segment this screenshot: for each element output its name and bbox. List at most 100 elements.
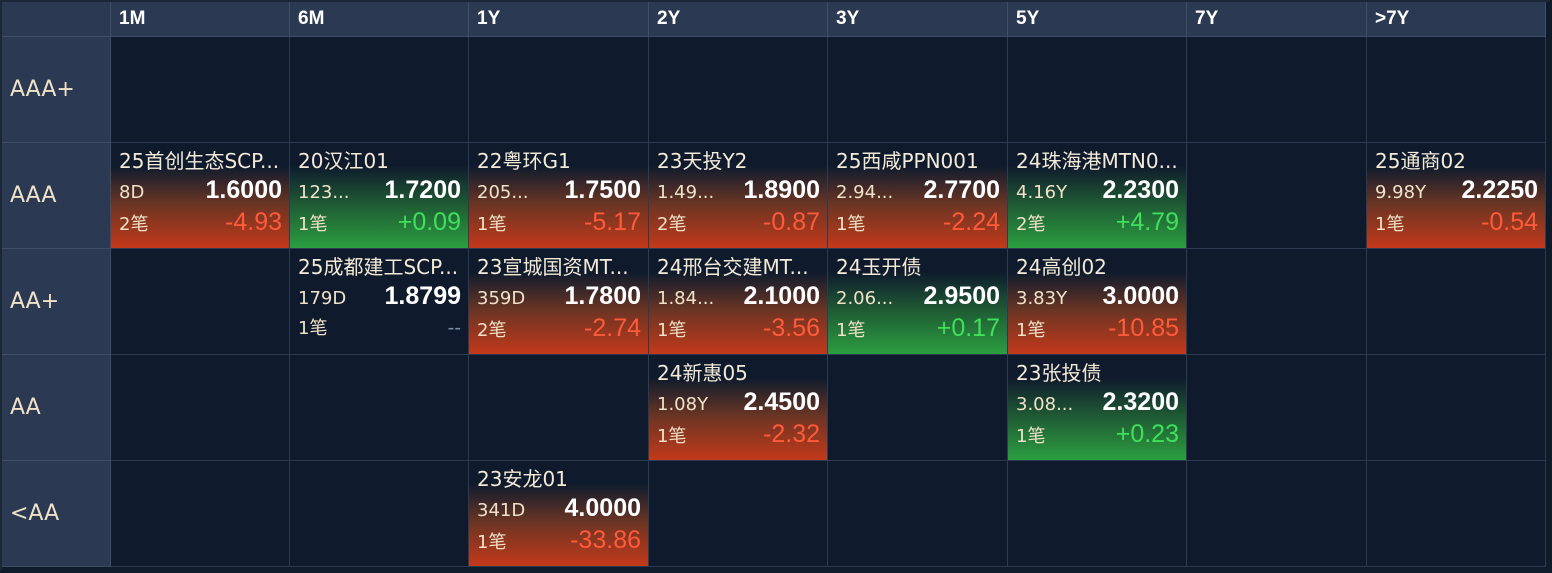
bond-card[interactable]: 24高创02 3.83Y 3.0000 1笔 -10.85 — [1008, 249, 1186, 354]
bond-yield: 2.4500 — [743, 388, 820, 416]
trade-count: 1笔 — [298, 214, 328, 235]
col-header-1m[interactable]: 1M — [111, 2, 290, 37]
empty-cell — [1367, 249, 1546, 355]
yield-change: +4.79 — [1115, 208, 1179, 236]
cell-aaa-2y: 23天投Y2 1.49... 1.8900 2笔 -0.87 — [649, 143, 828, 249]
trade-count: 1笔 — [657, 426, 687, 447]
trade-count: 2笔 — [657, 214, 687, 235]
bond-yield: 1.7200 — [384, 176, 461, 204]
row-header-aaa-plus: AAA+ — [2, 37, 111, 143]
cell-aa-5y: 23张投债 3.08... 2.3200 1笔 +0.23 — [1008, 355, 1187, 461]
bond-card[interactable]: 22粤环G1 205... 1.7500 1笔 -5.17 — [469, 143, 648, 248]
bond-card[interactable]: 24珠海港MTN0... 4.16Y 2.2300 2笔 +4.79 — [1008, 143, 1186, 248]
yield-change: +0.23 — [1115, 420, 1179, 448]
bond-card[interactable]: 25首创生态SCP... 8D 1.6000 2笔 -4.93 — [111, 143, 289, 248]
bond-term: 205... — [477, 182, 529, 203]
bond-yield: 2.2300 — [1102, 176, 1179, 204]
row-header-aa-plus: AA+ — [2, 249, 111, 355]
bond-card[interactable]: 25通商02 9.98Y 2.2250 1笔 -0.54 — [1367, 143, 1545, 248]
bond-card[interactable]: 23宣城国资MT... 359D 1.7800 2笔 -2.74 — [469, 249, 648, 354]
bond-term: 3.08... — [1016, 394, 1074, 415]
bond-yield: 1.6000 — [205, 176, 282, 204]
bond-term: 4.16Y — [1016, 182, 1068, 203]
col-header-3y[interactable]: 3Y — [828, 2, 1008, 37]
empty-cell — [469, 355, 649, 461]
bond-name: 24玉开债 — [836, 255, 922, 279]
trade-count: 1笔 — [1016, 320, 1046, 341]
bond-term: 179D — [298, 288, 347, 309]
bond-term: 123... — [298, 182, 350, 203]
trade-count: 2笔 — [119, 214, 149, 235]
yield-change: -0.54 — [1481, 208, 1538, 236]
bond-term: 3.83Y — [1016, 288, 1068, 309]
bond-name: 24珠海港MTN0... — [1016, 149, 1178, 173]
cell-aaa-1y: 22粤环G1 205... 1.7500 1笔 -5.17 — [469, 143, 649, 249]
bond-name: 23安龙01 — [477, 467, 568, 491]
bond-term: 1.49... — [657, 182, 715, 203]
yield-change: -- — [447, 317, 461, 339]
col-header-2y[interactable]: 2Y — [649, 2, 828, 37]
col-header-6m[interactable]: 6M — [290, 2, 469, 37]
empty-cell — [111, 355, 290, 461]
trade-count: 1笔 — [836, 320, 866, 341]
cell-aaa-3y: 25西咸PPN001 2.94... 2.7700 1笔 -2.24 — [828, 143, 1008, 249]
empty-cell — [111, 249, 290, 355]
cell-aap-2y: 24邢台交建MT... 1.84... 2.1000 1笔 -3.56 — [649, 249, 828, 355]
bond-name: 20汉江01 — [298, 149, 389, 173]
empty-cell — [1187, 249, 1367, 355]
cell-aa-2y: 24新惠05 1.08Y 2.4500 1笔 -2.32 — [649, 355, 828, 461]
bond-card[interactable]: 24玉开债 2.06... 2.9500 1笔 +0.17 — [828, 249, 1007, 354]
bond-yield: 1.7500 — [564, 176, 641, 204]
col-header-1y[interactable]: 1Y — [469, 2, 649, 37]
empty-cell — [828, 355, 1008, 461]
bond-yield: 2.1000 — [743, 282, 820, 310]
bond-name: 24邢台交建MT... — [657, 255, 809, 279]
bond-yield: 1.8799 — [384, 282, 461, 310]
trade-count: 1笔 — [477, 532, 507, 553]
empty-cell — [290, 461, 469, 567]
bond-yield: 1.8900 — [743, 176, 820, 204]
cell-aaa-6m: 20汉江01 123... 1.7200 1笔 +0.09 — [290, 143, 469, 249]
bond-name: 23天投Y2 — [657, 149, 748, 173]
bond-term: 1.84... — [657, 288, 715, 309]
col-header-5y[interactable]: 5Y — [1008, 2, 1187, 37]
bond-card[interactable]: 25成都建工SCP... 179D 1.8799 1笔 -- — [290, 249, 468, 354]
bond-yield: 2.2250 — [1461, 176, 1538, 204]
trade-count: 1笔 — [1016, 426, 1046, 447]
bond-card[interactable]: 24邢台交建MT... 1.84... 2.1000 1笔 -3.56 — [649, 249, 827, 354]
cell-aap-5y: 24高创02 3.83Y 3.0000 1笔 -10.85 — [1008, 249, 1187, 355]
row-header-below-aa: <AA — [2, 461, 111, 567]
empty-cell — [1187, 37, 1367, 143]
empty-cell — [111, 37, 290, 143]
yield-change: -5.17 — [584, 208, 641, 236]
bond-name: 22粤环G1 — [477, 149, 571, 173]
trade-count: 1笔 — [477, 214, 507, 235]
bond-card[interactable]: 24新惠05 1.08Y 2.4500 1笔 -2.32 — [649, 355, 827, 460]
empty-cell — [1187, 461, 1367, 567]
bond-name: 25成都建工SCP... — [298, 255, 459, 279]
col-header-7y[interactable]: 7Y — [1187, 2, 1367, 37]
trade-count: 1笔 — [657, 320, 687, 341]
trade-count: 2笔 — [477, 320, 507, 341]
empty-cell — [290, 355, 469, 461]
bond-card[interactable]: 25西咸PPN001 2.94... 2.7700 1笔 -2.24 — [828, 143, 1007, 248]
empty-cell — [1008, 37, 1187, 143]
header-corner — [2, 2, 111, 37]
bond-term: 9.98Y — [1375, 182, 1427, 203]
bond-card[interactable]: 23张投债 3.08... 2.3200 1笔 +0.23 — [1008, 355, 1186, 460]
cell-laa-1y: 23安龙01 341D 4.0000 1笔 -33.86 — [469, 461, 649, 567]
bond-card[interactable]: 20汉江01 123... 1.7200 1笔 +0.09 — [290, 143, 468, 248]
yield-change: -2.74 — [584, 314, 641, 342]
bond-card[interactable]: 23安龙01 341D 4.0000 1笔 -33.86 — [469, 461, 648, 566]
empty-cell — [1367, 461, 1546, 567]
bond-card[interactable]: 23天投Y2 1.49... 1.8900 2笔 -0.87 — [649, 143, 827, 248]
cell-aaa-5y: 24珠海港MTN0... 4.16Y 2.2300 2笔 +4.79 — [1008, 143, 1187, 249]
empty-cell — [111, 461, 290, 567]
empty-cell — [1367, 355, 1546, 461]
bond-name: 23张投债 — [1016, 361, 1102, 385]
yield-change: -4.93 — [225, 208, 282, 236]
col-header-gt7y[interactable]: >7Y — [1367, 2, 1546, 37]
bond-yield: 2.7700 — [923, 176, 1000, 204]
empty-cell — [469, 37, 649, 143]
